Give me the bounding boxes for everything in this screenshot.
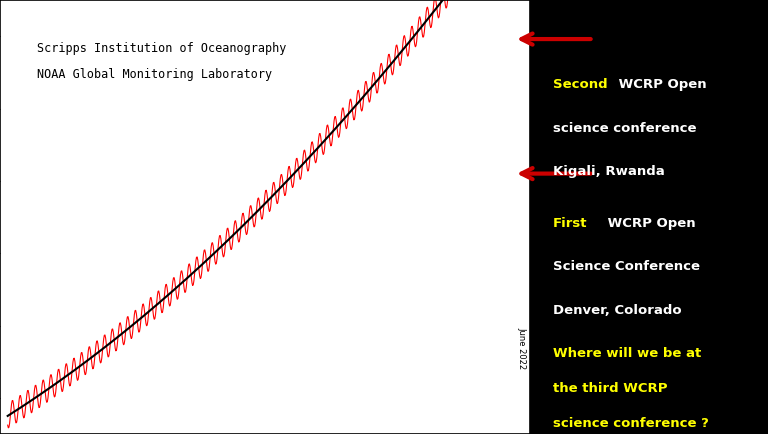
Text: First: First: [553, 217, 588, 230]
Text: science conference: science conference: [553, 122, 697, 135]
Text: Kigali, Rwanda: Kigali, Rwanda: [553, 165, 665, 178]
Text: Where will we be at: Where will we be at: [553, 347, 701, 360]
Text: the third WCRP: the third WCRP: [553, 382, 667, 395]
Text: Denver, Colorado: Denver, Colorado: [553, 304, 681, 317]
Text: NOAA Global Monitoring Laboratory: NOAA Global Monitoring Laboratory: [37, 68, 272, 81]
Text: WCRP Open: WCRP Open: [603, 217, 696, 230]
Text: Second: Second: [553, 78, 607, 91]
Text: Science Conference: Science Conference: [553, 260, 700, 273]
Text: Scripps Institution of Oceanography: Scripps Institution of Oceanography: [37, 42, 286, 55]
Text: science conference ?: science conference ?: [553, 417, 709, 430]
Text: June 2022: June 2022: [518, 327, 527, 369]
Text: WCRP Open: WCRP Open: [614, 78, 707, 91]
